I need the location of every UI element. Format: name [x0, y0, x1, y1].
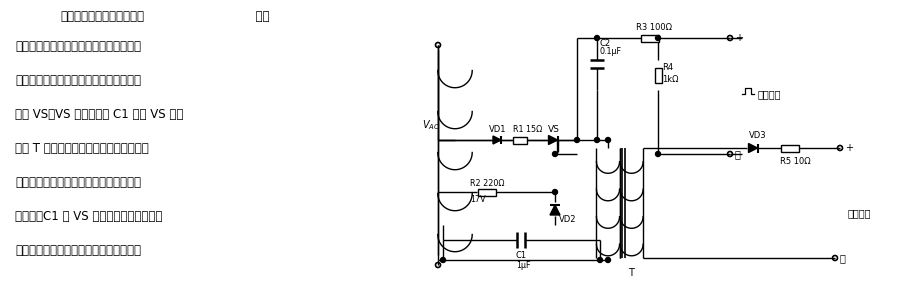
Text: 17V: 17V: [470, 195, 486, 205]
Polygon shape: [548, 135, 558, 144]
Text: 0.1μF: 0.1μF: [600, 47, 622, 57]
Text: －: －: [735, 149, 741, 159]
Circle shape: [597, 258, 603, 263]
Circle shape: [656, 151, 660, 156]
Circle shape: [552, 151, 558, 156]
Circle shape: [440, 258, 446, 263]
Text: VD2: VD2: [559, 215, 577, 224]
Circle shape: [656, 35, 660, 40]
Text: 采用: 采用: [248, 11, 270, 23]
Bar: [655, 67, 662, 83]
Text: 触发 VS，VS 导通，电容 C1 经过 VS 对变: 触发 VS，VS 导通，电容 C1 经过 VS 对变: [15, 108, 183, 122]
Text: 输出脉冲: 输出脉冲: [848, 208, 872, 218]
Circle shape: [552, 190, 558, 195]
Text: C2: C2: [600, 38, 611, 47]
Text: 的作用，解决感性负载所需宽脉冲问题。: 的作用，解决感性负载所需宽脉冲问题。: [15, 244, 141, 258]
Text: C1: C1: [516, 251, 528, 260]
Polygon shape: [493, 136, 501, 144]
Text: VD3: VD3: [749, 132, 766, 141]
Text: R4: R4: [662, 64, 673, 72]
Text: 1kΩ: 1kΩ: [662, 74, 678, 84]
Text: +: +: [735, 33, 743, 43]
Text: VS: VS: [548, 125, 560, 134]
Text: T: T: [627, 268, 634, 278]
Text: 输入脉冲: 输入脉冲: [758, 89, 782, 99]
Bar: [781, 144, 799, 151]
Text: R1 15Ω: R1 15Ω: [513, 125, 542, 134]
Bar: [641, 35, 659, 42]
Text: VD1: VD1: [489, 125, 507, 134]
Bar: [478, 188, 496, 195]
Text: －: －: [840, 253, 846, 263]
Text: 用小晶闸管放大的触发电路: 用小晶闸管放大的触发电路: [60, 11, 144, 23]
Text: 功率与脉冲宽度。与电缆同步的输入脉冲: 功率与脉冲宽度。与电缆同步的输入脉冲: [15, 74, 141, 88]
Text: R5 10Ω: R5 10Ω: [780, 156, 811, 166]
Polygon shape: [550, 205, 560, 215]
Circle shape: [606, 137, 610, 142]
Text: $V_{AC}$: $V_{AC}$: [422, 118, 440, 132]
Text: 晶闸管。C1 和 VS 起功率放大和加宽脉冲: 晶闸管。C1 和 VS 起功率放大和加宽脉冲: [15, 210, 163, 224]
Bar: [513, 137, 527, 144]
Text: R3 100Ω: R3 100Ω: [636, 23, 672, 32]
Text: 大功率的脉冲，可以用这脉冲触发大功率: 大功率的脉冲，可以用这脉冲触发大功率: [15, 176, 141, 190]
Circle shape: [606, 258, 610, 263]
Text: 1μF: 1μF: [516, 260, 530, 270]
Text: R2 220Ω: R2 220Ω: [470, 178, 505, 188]
Circle shape: [575, 137, 579, 142]
Text: 压器 T 初级侧放电，变压器次级则产生较: 压器 T 初级侧放电，变压器次级则产生较: [15, 142, 149, 156]
Circle shape: [595, 137, 599, 142]
Circle shape: [595, 35, 599, 40]
Text: 小晶闸管的触发电路可以获得较大的触发: 小晶闸管的触发电路可以获得较大的触发: [15, 40, 141, 54]
Text: +: +: [845, 143, 853, 153]
Polygon shape: [748, 144, 757, 152]
